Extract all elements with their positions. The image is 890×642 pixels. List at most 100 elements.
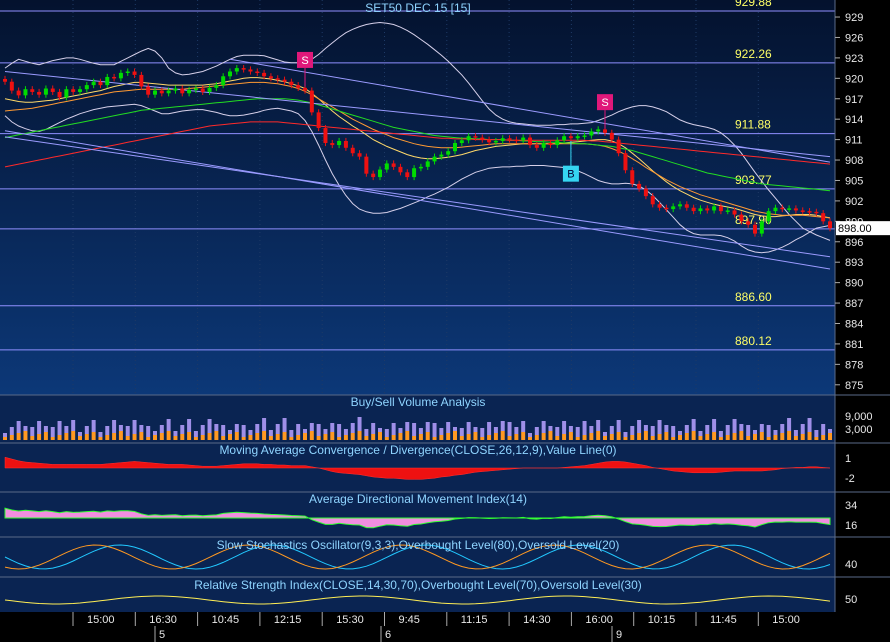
volume-bar-sell — [405, 422, 410, 431]
candle-body — [248, 69, 253, 72]
volume-bar-sell — [637, 420, 642, 433]
volume-bar-sell — [746, 425, 751, 436]
candle-body — [541, 143, 546, 148]
volume-bar-buy — [671, 437, 676, 440]
volume-bar-buy — [568, 432, 573, 440]
volume-bar-sell — [357, 417, 362, 431]
volume-bar-sell — [657, 420, 662, 434]
volume-bar-sell — [364, 429, 369, 436]
indicator-lines — [4, 21, 831, 254]
volume-bar-sell — [84, 426, 89, 434]
volume-bar-buy — [84, 434, 89, 440]
volume-bar-sell — [118, 425, 123, 431]
panel-background — [0, 537, 835, 577]
candle-body — [787, 208, 792, 210]
candle-body — [828, 221, 832, 229]
candle-body — [589, 131, 594, 136]
candle-body — [207, 87, 212, 92]
volume-bar-buy — [391, 435, 396, 440]
y-tick-label: 905 — [845, 175, 863, 187]
candle-body — [50, 88, 55, 92]
volume-bar-buy — [521, 432, 526, 440]
panel-background — [0, 395, 835, 443]
candle-body — [364, 156, 369, 174]
signal-label: S — [301, 55, 308, 67]
panel-tick-label: 3,000 — [845, 424, 873, 436]
volume-bar-buy — [180, 434, 185, 440]
volume-bar-buy — [378, 432, 382, 440]
volume-bar-buy — [753, 434, 757, 440]
volume-bar-sell — [521, 421, 526, 432]
candle-body — [275, 78, 280, 80]
volume-bar-buy — [575, 437, 580, 440]
volume-bar-buy — [50, 437, 55, 440]
horizontal-levels: 929.88922.26911.88903.77897.90886.60880.… — [0, 0, 835, 351]
volume-bar-sell — [57, 421, 62, 435]
candle-body — [337, 140, 342, 146]
time-tick-label: 11:15 — [461, 614, 488, 626]
axes: 9299269239209179149119089059028998968938… — [72, 0, 890, 642]
volume-bar-buy — [282, 432, 287, 440]
volume-bar-sell — [828, 429, 832, 433]
candle-body — [528, 137, 532, 146]
candle-body — [282, 79, 287, 82]
volume-bar-sell — [207, 419, 212, 433]
candle-body — [821, 213, 826, 222]
volume-bar-sell — [98, 432, 103, 437]
candle-body — [371, 173, 376, 178]
signal-markers: S S B — [297, 51, 613, 182]
volume-bar-buy — [623, 437, 628, 440]
panel-title-stochastics: Slow Stochastics Oscillator(9,3,3),Overb… — [217, 538, 620, 552]
volume-bar-sell — [705, 425, 710, 434]
volume-bar-buy — [343, 435, 348, 440]
day-label: 6 — [385, 629, 391, 641]
volume-bar-sell — [725, 425, 730, 435]
candle-body — [173, 88, 178, 91]
time-tick-label: 15:30 — [336, 614, 364, 626]
volume-bar-sell — [71, 420, 76, 431]
volume-bar-buy — [139, 432, 144, 440]
candle-body — [23, 89, 28, 96]
candle-body — [555, 140, 560, 146]
volume-bar-sell — [459, 428, 464, 436]
volume-bar-buy — [166, 431, 171, 440]
candle-body — [705, 208, 710, 211]
volume-bar-buy — [466, 434, 471, 440]
series-line — [4, 121, 831, 168]
level-label: 886.60 — [735, 290, 772, 304]
volume-bar-buy — [678, 435, 682, 440]
time-tick-label: 16:30 — [149, 614, 177, 626]
volume-bar-buy — [446, 433, 451, 440]
volume-bar-buy — [780, 433, 785, 440]
trendline — [4, 130, 831, 270]
candle-body — [773, 207, 778, 212]
volume-bar-sell — [43, 426, 48, 432]
volume-bar-buy — [241, 437, 246, 440]
volume-bar-sell — [153, 431, 157, 435]
candle-body — [139, 74, 144, 87]
volume-bar-buy — [173, 436, 178, 440]
volume-bar-buy — [255, 433, 260, 440]
volume-bar-buy — [705, 434, 710, 440]
candle-body — [746, 221, 751, 225]
volume-bar-sell — [228, 430, 232, 434]
candle-body — [214, 85, 219, 88]
level-label: 911.88 — [735, 118, 771, 132]
y-tick-label: 893 — [845, 257, 863, 269]
panel-title-adx: Average Directional Movement Index(14) — [309, 492, 527, 506]
volume-bar-sell — [466, 422, 471, 434]
candle-body — [480, 137, 485, 140]
volume-bar-sell — [193, 431, 198, 437]
volume-bar-sell — [766, 425, 771, 437]
day-label: 9 — [616, 629, 622, 641]
volume-bar-buy — [555, 436, 560, 440]
volume-bar-sell — [555, 427, 560, 436]
volume-bar-sell — [316, 424, 321, 436]
volume-bar-buy — [759, 432, 764, 440]
candle-body — [603, 129, 607, 133]
trendline — [229, 58, 831, 163]
volume-bar-buy — [262, 431, 267, 440]
volume-bar-buy — [9, 435, 14, 440]
volume-bar-buy — [487, 435, 492, 440]
